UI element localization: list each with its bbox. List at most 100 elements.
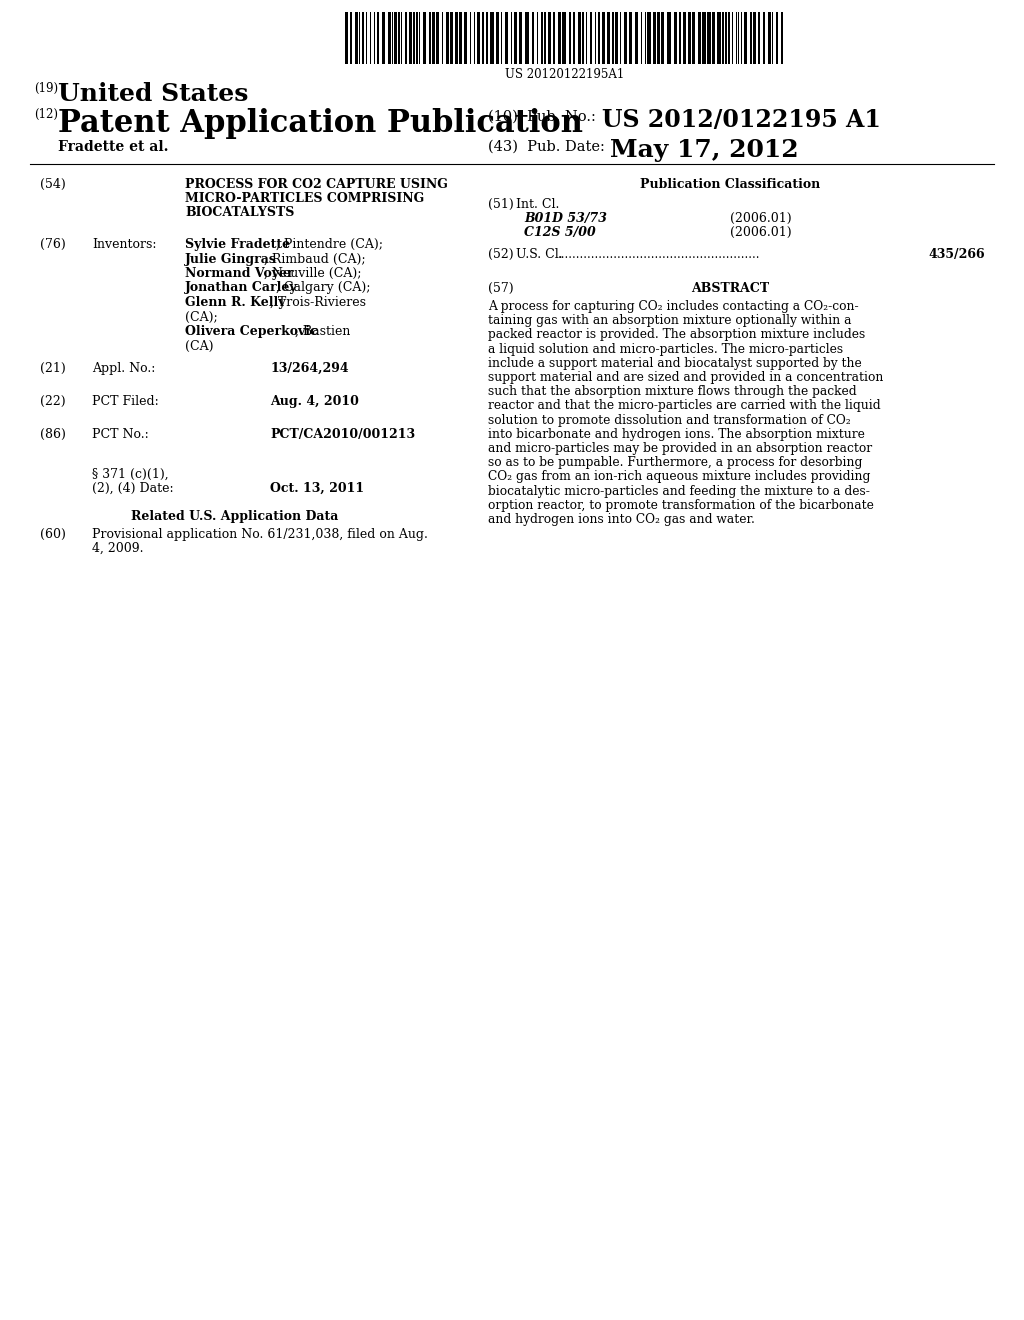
Text: Aug. 4, 2010: Aug. 4, 2010 [270, 395, 358, 408]
Bar [687, 12, 690, 63]
Text: Olivera Ceperkovic: Olivera Ceperkovic [185, 325, 317, 338]
Text: PCT No.:: PCT No.: [92, 428, 148, 441]
Bar [469, 12, 471, 63]
Bar [776, 12, 777, 63]
Bar [707, 12, 711, 63]
Text: so as to be pumpable. Furthermore, a process for desorbing: so as to be pumpable. Furthermore, a pro… [488, 457, 862, 469]
Bar [568, 12, 571, 63]
Text: Glenn R. Kelly: Glenn R. Kelly [185, 296, 286, 309]
Text: (21): (21) [40, 362, 66, 375]
Text: PROCESS FOR CO2 CAPTURE USING: PROCESS FOR CO2 CAPTURE USING [185, 178, 447, 191]
Text: and micro-particles may be provided in an absorption reactor: and micro-particles may be provided in a… [488, 442, 872, 455]
Bar [750, 12, 752, 63]
Bar [679, 12, 681, 63]
Bar [712, 12, 715, 63]
Bar [541, 12, 543, 63]
Bar [624, 12, 627, 63]
Text: (10)  Pub. No.:: (10) Pub. No.: [488, 110, 596, 124]
Bar [435, 12, 439, 63]
Bar [647, 12, 650, 63]
Text: Appl. No.:: Appl. No.: [92, 362, 156, 375]
Bar [459, 12, 462, 63]
Text: (57): (57) [488, 282, 514, 294]
Text: Inventors:: Inventors: [92, 238, 157, 251]
Text: (76): (76) [40, 238, 66, 251]
Bar [544, 12, 546, 63]
Text: C12S 5/00: C12S 5/00 [524, 226, 596, 239]
Text: US 2012/0122195 A1: US 2012/0122195 A1 [602, 108, 881, 132]
Bar [657, 12, 659, 63]
Bar [387, 12, 391, 63]
Text: MICRO-PARTICLES COMPRISING: MICRO-PARTICLES COMPRISING [185, 191, 424, 205]
Text: into bicarbonate and hydrogen ions. The absorption mixture: into bicarbonate and hydrogen ions. The … [488, 428, 865, 441]
Text: (52): (52) [488, 248, 514, 261]
Bar [476, 12, 480, 63]
Text: United States: United States [58, 82, 249, 106]
Bar [505, 12, 508, 63]
Text: ABSTRACT: ABSTRACT [691, 282, 769, 294]
Text: solution to promote dissolution and transformation of CO₂: solution to promote dissolution and tran… [488, 413, 851, 426]
Bar [572, 12, 574, 63]
Text: reactor and that the micro-particles are carried with the liquid: reactor and that the micro-particles are… [488, 400, 881, 412]
Text: Related U.S. Application Data: Related U.S. Application Data [131, 510, 339, 523]
Text: Oct. 13, 2011: Oct. 13, 2011 [270, 482, 365, 495]
Bar [486, 12, 488, 63]
Bar [525, 12, 528, 63]
Bar [582, 12, 584, 63]
Bar [416, 12, 418, 63]
Text: CO₂ gas from an ion-rich aqueous mixture includes providing: CO₂ gas from an ion-rich aqueous mixture… [488, 470, 870, 483]
Text: Publication Classification: Publication Classification [640, 178, 820, 191]
Text: Normand Voyer: Normand Voyer [185, 267, 294, 280]
Bar [490, 12, 494, 63]
Text: orption reactor, to promote transformation of the bicarbonate: orption reactor, to promote transformati… [488, 499, 873, 512]
Text: and hydrogen ions into CO₂ gas and water.: and hydrogen ions into CO₂ gas and water… [488, 513, 755, 525]
Bar [725, 12, 727, 63]
Text: (CA);: (CA); [185, 310, 222, 323]
Text: , Calgary (CA);: , Calgary (CA); [276, 281, 371, 294]
Bar [473, 12, 475, 63]
Text: , Bastien: , Bastien [295, 325, 350, 338]
Text: such that the absorption mixture flows through the packed: such that the absorption mixture flows t… [488, 385, 857, 399]
Text: (51): (51) [488, 198, 514, 211]
Bar [578, 12, 581, 63]
Bar [409, 12, 412, 63]
Bar [615, 12, 618, 63]
Text: (86): (86) [40, 428, 66, 441]
Text: 435/266: 435/266 [929, 248, 985, 261]
Bar [361, 12, 364, 63]
Bar [558, 12, 561, 63]
Bar [562, 12, 565, 63]
Bar [731, 12, 733, 63]
Bar [394, 12, 396, 63]
Bar [702, 12, 706, 63]
Bar [377, 12, 379, 63]
Text: (2006.01): (2006.01) [730, 213, 792, 224]
Text: U.S. Cl.: U.S. Cl. [516, 248, 562, 261]
Bar [400, 12, 402, 63]
Text: Julie Gingras: Julie Gingras [185, 252, 276, 265]
Bar [432, 12, 434, 63]
Bar [450, 12, 453, 63]
Bar [635, 12, 638, 63]
Bar [602, 12, 605, 63]
Bar [653, 12, 656, 63]
Text: biocatalytic micro-particles and feeding the mixture to a des-: biocatalytic micro-particles and feeding… [488, 484, 869, 498]
Bar [697, 12, 701, 63]
Bar [743, 12, 746, 63]
Bar [629, 12, 632, 63]
Bar [406, 12, 407, 63]
Bar [728, 12, 730, 63]
Bar [349, 12, 352, 63]
Text: , Rimbaud (CA);: , Rimbaud (CA); [264, 252, 366, 265]
Bar [740, 12, 742, 63]
Bar [674, 12, 677, 63]
Text: , Trois-Rivieres: , Trois-Rivieres [270, 296, 367, 309]
Bar [496, 12, 499, 63]
Text: US 20120122195A1: US 20120122195A1 [506, 69, 625, 81]
Bar [758, 12, 760, 63]
Bar [640, 12, 642, 63]
Bar [345, 12, 348, 63]
Text: (19): (19) [34, 82, 58, 95]
Bar [428, 12, 430, 63]
Bar [753, 12, 756, 63]
